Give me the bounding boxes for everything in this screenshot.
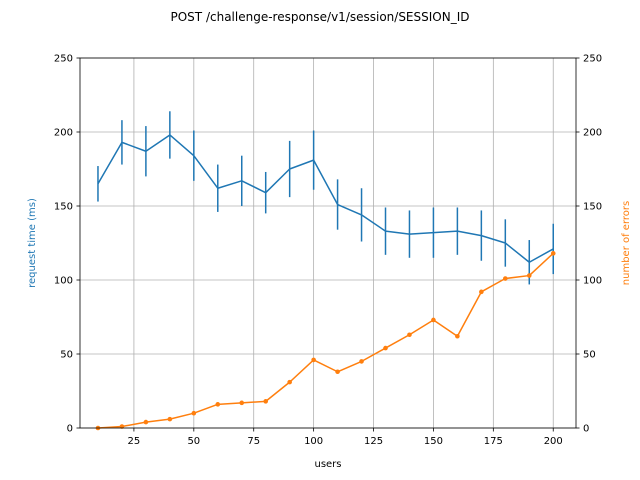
x-axis-label: users [314,459,341,470]
data-point-errors [215,402,221,407]
data-point-errors [335,369,340,375]
data-point-errors [479,289,484,295]
data-point-errors [383,345,388,351]
data-point-errors [550,251,556,256]
x-tick-label: 75 [247,436,260,447]
x-tick-label: 25 [128,436,141,447]
plot-frame [79,57,577,429]
y-tick-label-left: 100 [54,276,73,287]
data-point-errors [311,357,316,363]
y-tick-label-left: 50 [60,350,73,361]
y-tick-label-right: 150 [583,202,602,213]
data-point-errors [191,410,197,416]
y-tick-label-left: 250 [54,54,73,65]
y-axis-label-left: request time (ms) [27,198,38,288]
y-tick-label-right: 50 [583,350,596,361]
y-axis-label-right: number of errors [621,201,632,285]
data-point-errors [359,359,364,364]
y-tick-label-right: 250 [583,54,602,65]
data-point-errors [287,379,292,385]
data-point-errors [455,333,460,339]
x-tick-label: 200 [544,436,563,447]
y-tick-label-left: 200 [54,128,73,139]
x-tick-label: 175 [484,436,503,447]
x-tick-label: 100 [304,436,323,447]
series-line-request-time [97,134,554,263]
y-tick-label-right: 100 [583,276,602,287]
y-tick-label-left: 0 [67,424,73,435]
data-point-errors [407,332,412,338]
data-point-errors [143,419,149,425]
data-point-errors [431,317,436,323]
data-point-errors [167,416,173,422]
series-line-errors [97,252,554,429]
axes: 25 50 75 100 125 150 175 200 0 50 100 150 200 250 0 50 1… [54,54,602,448]
y-tick-label-left: 150 [54,202,73,213]
data-point-errors [239,400,245,406]
data-point-errors [503,276,508,281]
y-tick-label-right: 0 [583,424,589,435]
data-point-errors [526,273,532,278]
chart-title: POST /challenge-response/v1/session/SESS… [171,10,470,24]
x-tick-label: 125 [364,436,383,447]
data-point-errors [263,399,269,404]
x-tick-label: 50 [187,436,200,447]
y-tick-label-right: 200 [583,128,602,139]
x-tick-label: 150 [424,436,443,447]
